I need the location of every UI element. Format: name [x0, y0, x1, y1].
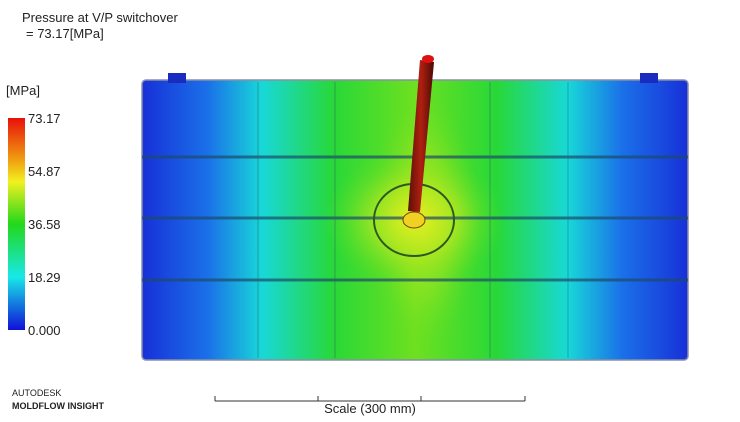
result-value: = 73.17[MPa]	[26, 26, 104, 41]
legend-label: 0.000	[28, 323, 61, 338]
scale-label: Scale (300 mm)	[324, 401, 416, 416]
legend-label: 18.29	[28, 270, 61, 285]
scale-bar	[214, 396, 526, 402]
legend-unit: [MPa]	[6, 83, 40, 98]
legend-labels: 73.17 54.87 36.58 18.29 0.000	[28, 111, 61, 338]
color-bar	[8, 118, 25, 330]
legend-label: 36.58	[28, 217, 61, 232]
logo-product: MOLDFLOW INSIGHT	[12, 401, 104, 411]
logo-company: AUTODESK	[12, 388, 61, 398]
legend-label: 54.87	[28, 164, 61, 179]
result-title: Pressure at V/P switchover	[22, 10, 178, 25]
legend-label: 73.17	[28, 111, 61, 126]
part-model	[141, 55, 689, 361]
